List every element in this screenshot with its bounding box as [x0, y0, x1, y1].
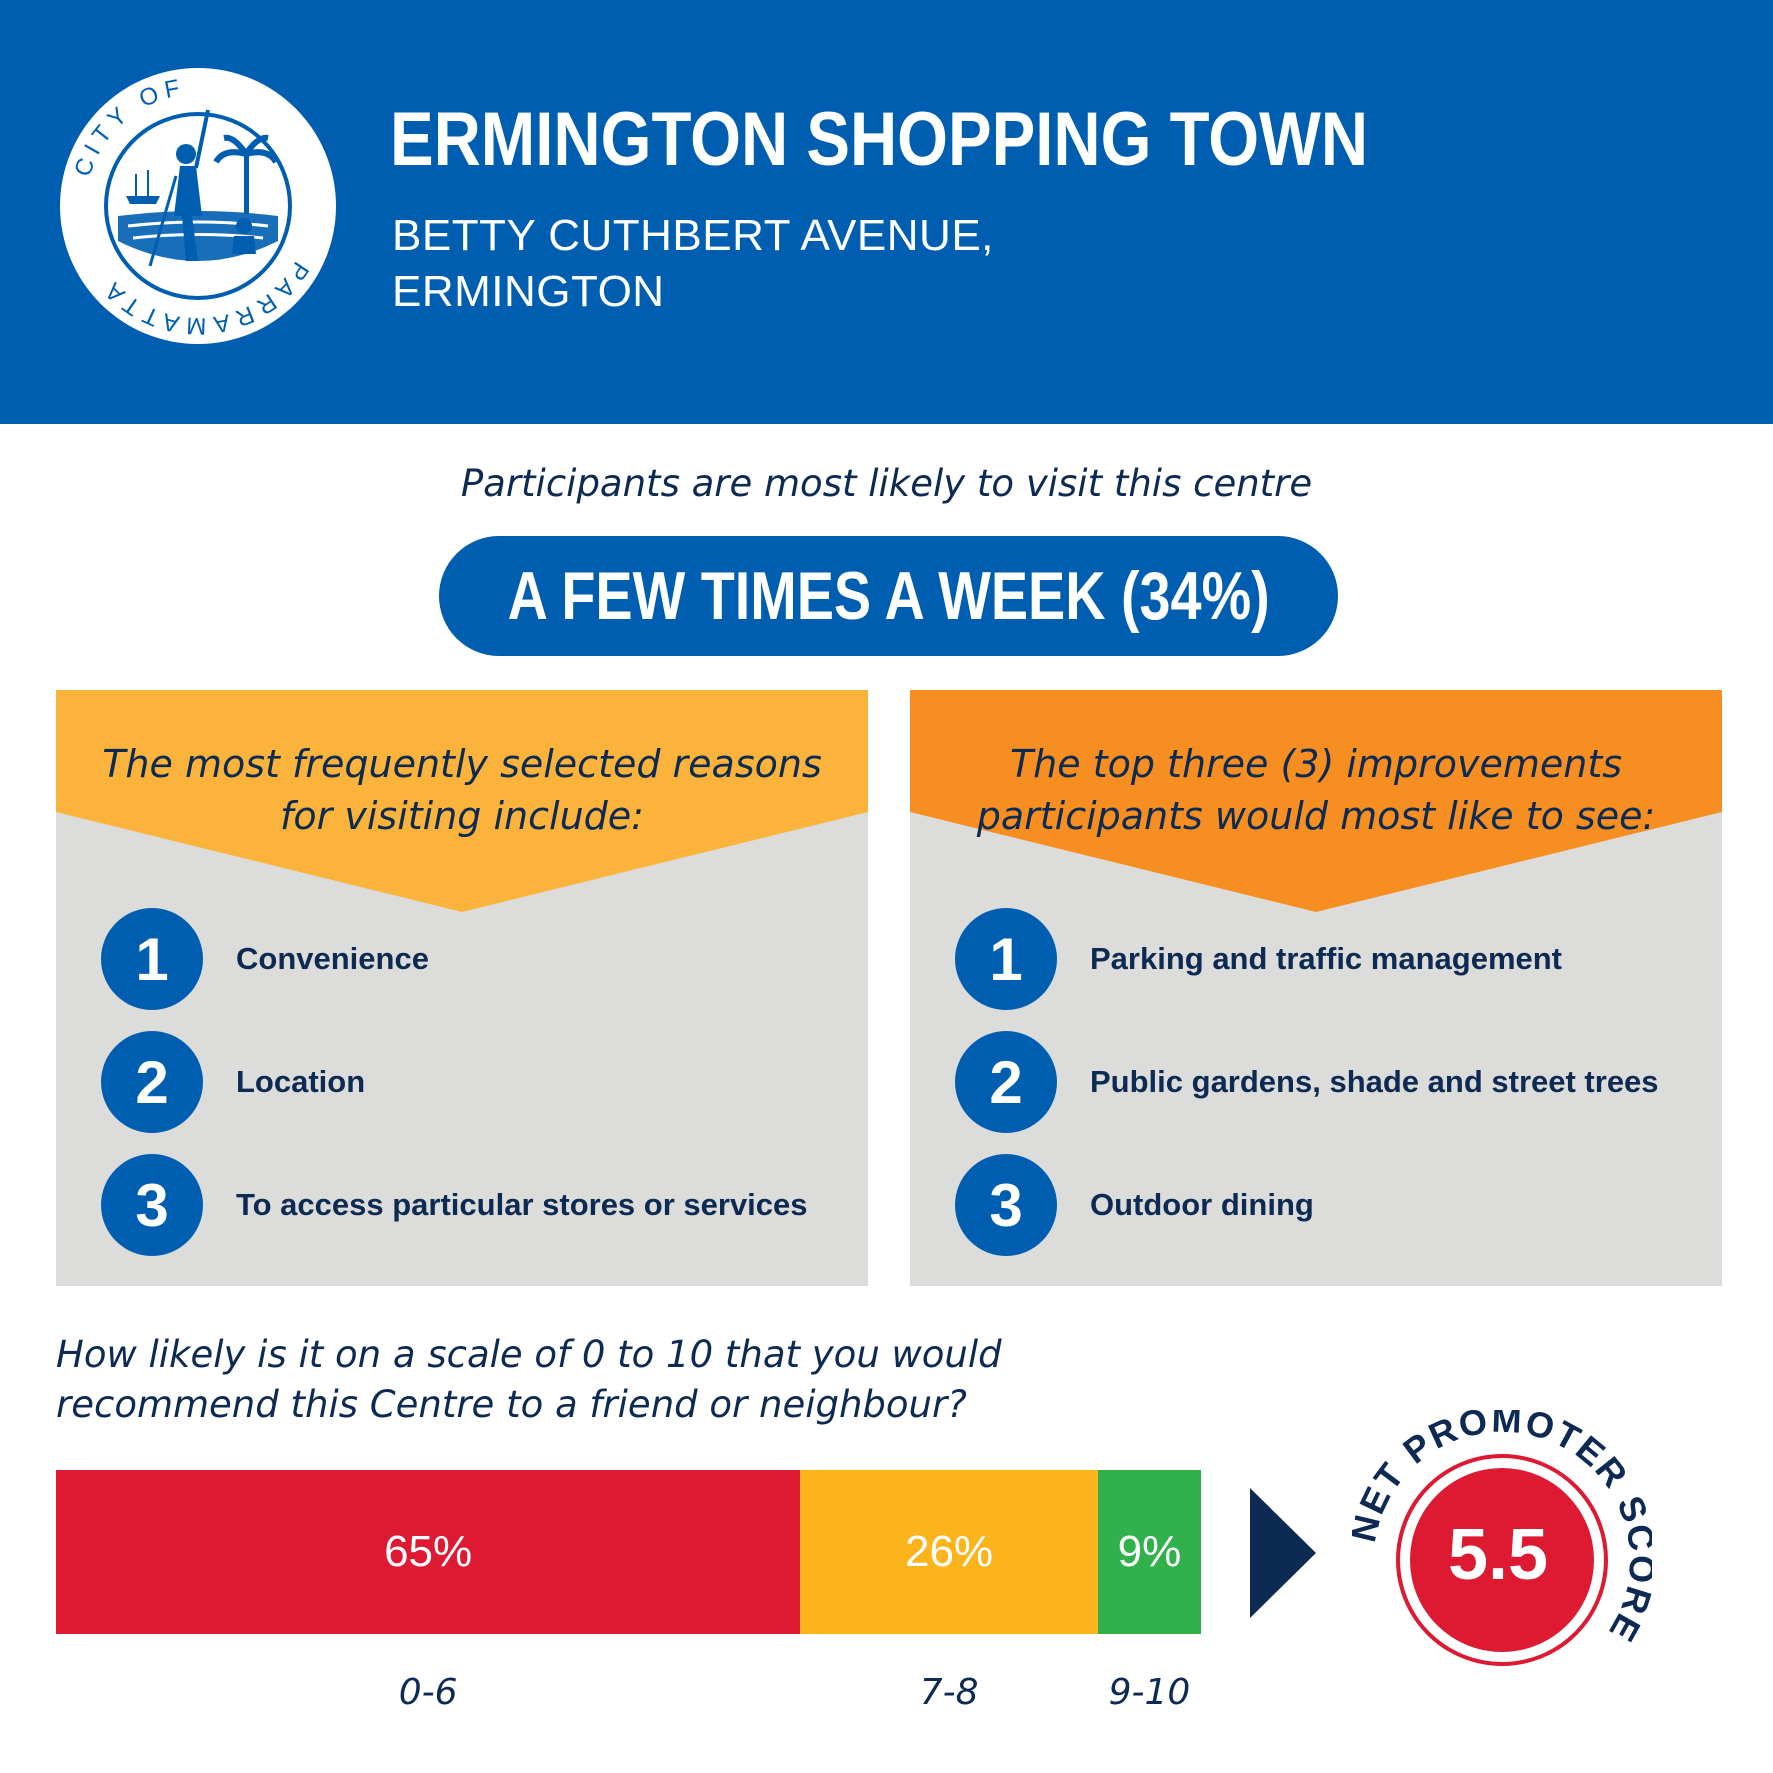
improvement-label: Parking and traffic management [1090, 941, 1563, 976]
city-of-parramatta-logo-icon: CITY OF PARRAMATTA [60, 68, 336, 344]
bar-value-label: 26% [905, 1527, 994, 1576]
address: BETTY CUTHBERT AVENUE, ERMINGTON [392, 208, 994, 320]
visit-frequency-pill: A FEW TIMES A WEEK (34%) [439, 536, 1338, 656]
rank-badge: 3 [101, 1154, 203, 1256]
bar-segment-9-10: 9% [1097, 1470, 1201, 1634]
improvements-heading: The top three (3) improvements participa… [976, 742, 1656, 838]
list-item: 2 Public gardens, shade and street trees [955, 1031, 1695, 1133]
address-line-2: ERMINGTON [392, 267, 665, 316]
category-tick-label: 7-8 [919, 1672, 979, 1713]
rank-badge: 1 [955, 908, 1057, 1010]
nps-question: How likely is it on a scale of 0 to 10 t… [56, 1333, 1002, 1426]
reason-label: Convenience [236, 941, 429, 976]
page-title: ERMINGTON SHOPPING TOWN [390, 97, 1369, 182]
rank-badge: 1 [101, 908, 203, 1010]
nps-badge: NET PROMOTER SCORE [1352, 1410, 1652, 1666]
category-tick-label: 0-6 [398, 1672, 458, 1713]
list-item: 3 Outdoor dining [955, 1154, 1695, 1256]
improvements-banner-shape [910, 690, 1722, 912]
bar-segment-7-8: 26% [800, 1470, 1098, 1634]
rank-badge: 2 [955, 1031, 1057, 1133]
rank-badge: 2 [101, 1031, 203, 1133]
arrow-right-icon [1250, 1488, 1316, 1618]
reasons-panel: The most frequently selected reasons for… [56, 690, 868, 1286]
rank-badge: 3 [955, 1154, 1057, 1256]
reason-label: Location [236, 1064, 366, 1099]
address-line-1: BETTY CUTHBERT AVENUE, [392, 211, 994, 260]
bar-value-label: 9% [1117, 1527, 1182, 1576]
reason-label: To access particular stores or services [236, 1187, 808, 1222]
list-item: 2 Location [101, 1031, 841, 1133]
list-item: 1 Convenience [101, 908, 841, 1010]
reasons-heading: The most frequently selected reasons for… [102, 742, 822, 838]
visit-intro-text: Participants are most likely to visit th… [460, 462, 1313, 505]
improvement-label: Public gardens, shade and street trees [1090, 1064, 1659, 1099]
improvement-label: Outdoor dining [1090, 1187, 1314, 1222]
list-item: 1 Parking and traffic management [955, 908, 1695, 1010]
reasons-banner-shape [56, 690, 868, 912]
improvements-panel: The top three (3) improvements participa… [910, 690, 1722, 1286]
header-banner: CITY OF PARRAMATTA ERMINGTON SHOPPING TO… [0, 0, 1773, 424]
list-item: 3 To access particular stores or service… [101, 1154, 841, 1256]
nps-score-value: 5.5 [1447, 1515, 1549, 1595]
bar-segment-0-6: 65% [56, 1470, 801, 1634]
visit-frequency-value: A FEW TIMES A WEEK (34%) [507, 558, 1270, 634]
category-tick-label: 9-10 [1108, 1672, 1191, 1713]
bar-value-label: 65% [384, 1527, 473, 1576]
